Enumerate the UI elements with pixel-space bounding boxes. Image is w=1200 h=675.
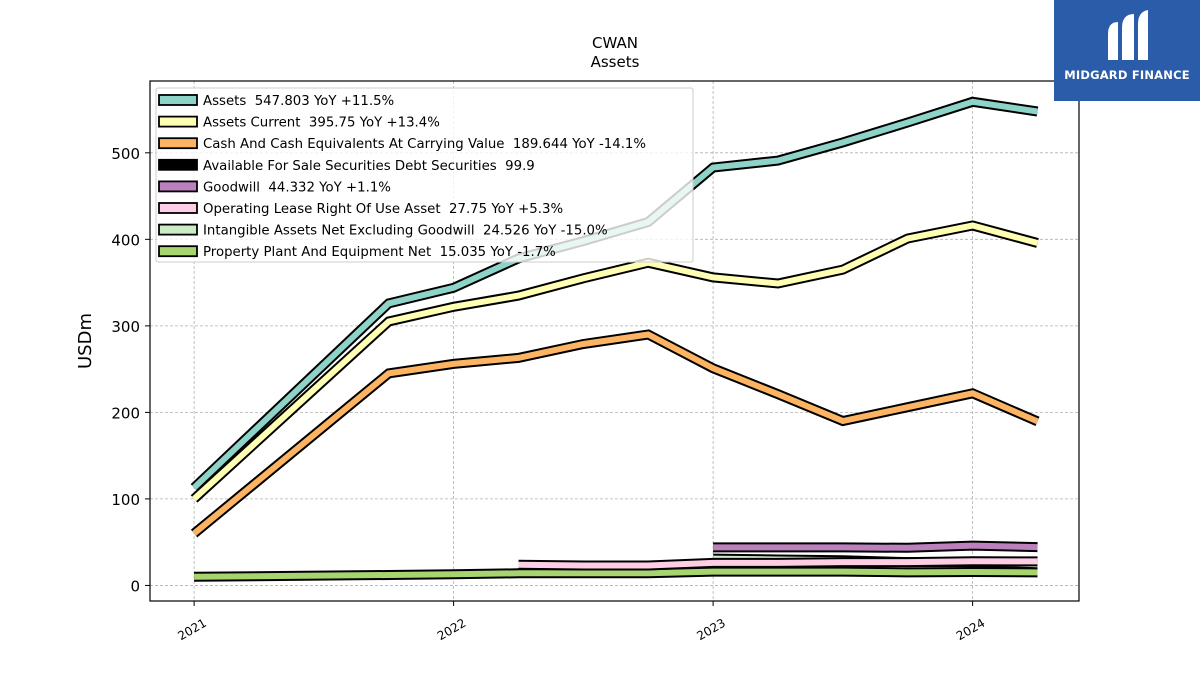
- legend-swatch: [158, 223, 198, 236]
- y-tick-label: 400: [111, 231, 140, 249]
- legend-swatch: [158, 180, 198, 193]
- y-tick-label: 500: [111, 145, 140, 163]
- series-line: [190, 220, 1039, 503]
- series-line: [713, 540, 1038, 553]
- plot-frame: [149, 80, 1080, 602]
- legend-entry: Available For Sale Securities Debt Secur…: [203, 159, 535, 174]
- legend-swatch: [158, 94, 198, 106]
- series-line: [190, 329, 1040, 538]
- y-tick-label: 100: [111, 491, 140, 509]
- series-line-fill: [192, 331, 1039, 536]
- chart-title: CWAN: [592, 34, 638, 52]
- brand-logo: MIDGARD FINANCE: [1054, 0, 1200, 101]
- legend-entry: Goodwill 44.332 YoY +1.1%: [203, 180, 391, 195]
- legend-entry: Property Plant And Equipment Net 15.035 …: [203, 245, 556, 260]
- legend-box: [155, 87, 694, 263]
- legend-entry: Cash And Cash Equivalents At Carrying Va…: [203, 137, 646, 152]
- legend-entry: Assets 547.803 YoY +11.5%: [203, 94, 394, 109]
- brand-name: MIDGARD FINANCE: [1064, 68, 1190, 82]
- y-axis-label: USDm: [75, 313, 96, 369]
- y-tick-label: 300: [111, 318, 140, 336]
- series-line-fill: [194, 568, 1038, 580]
- legend-swatch: [158, 115, 198, 128]
- x-tick-label: 2021: [175, 616, 208, 643]
- series-line: [194, 566, 1038, 582]
- y-tick-label: 200: [111, 404, 140, 422]
- x-tick-label: 2023: [694, 616, 727, 643]
- y-tick-label: 0: [130, 577, 140, 595]
- x-tick-label: 2024: [954, 616, 987, 643]
- legend-swatch: [158, 158, 198, 171]
- midgard-m-logo-icon: [1108, 10, 1148, 60]
- legend-swatch: [158, 202, 198, 214]
- series-line-fill: [192, 222, 1039, 502]
- legend-entry: Intangible Assets Net Excluding Goodwill…: [203, 224, 608, 239]
- legend: Assets 547.803 YoY +11.5% Assets Current …: [155, 87, 694, 263]
- legend-entry: Operating Lease Right Of Use Asset 27.75…: [203, 202, 563, 217]
- legend-swatch: [158, 137, 198, 150]
- series-line: [518, 556, 1038, 571]
- chart-subtitle: Assets: [591, 53, 640, 71]
- series-line-fill: [713, 542, 1038, 551]
- x-tick-label: 2022: [435, 616, 468, 643]
- series-layer: [190, 96, 1040, 582]
- legend-entry: Assets Current 395.75 YoY +13.4%: [203, 116, 440, 131]
- legend-swatch: [158, 245, 198, 258]
- series-line-fill: [518, 558, 1038, 569]
